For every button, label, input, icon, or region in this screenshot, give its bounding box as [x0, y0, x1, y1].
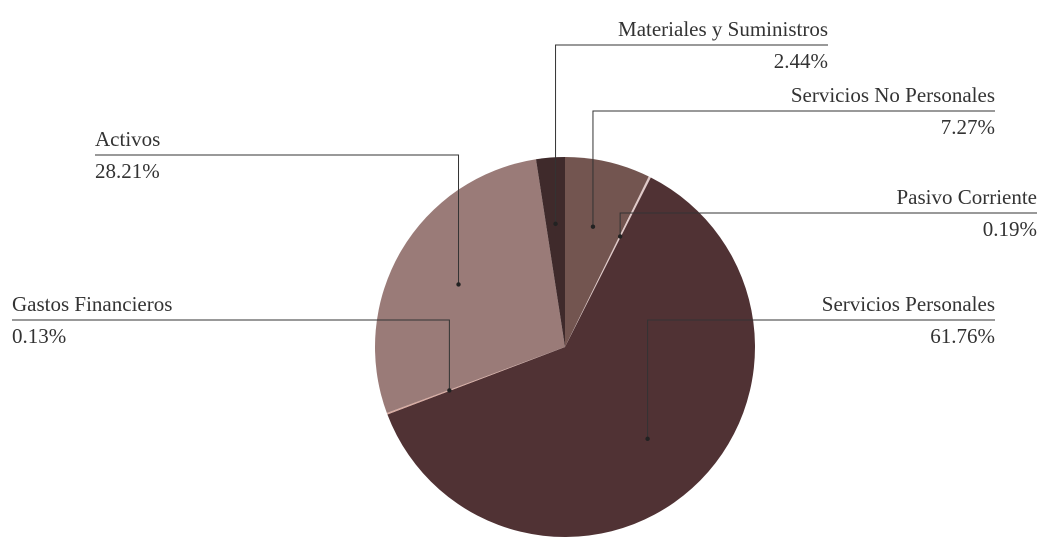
slice-value-label: 0.19%	[983, 217, 1037, 241]
leader-dot	[553, 221, 558, 227]
slice-label: Servicios No Personales	[791, 83, 995, 107]
pie-slice	[565, 176, 651, 347]
leader-dot	[645, 436, 650, 442]
slice-value-label: 28.21%	[95, 159, 160, 183]
slice-value-label: 7.27%	[941, 115, 995, 139]
leader-line	[647, 319, 995, 439]
slice-label: Servicios Personales	[822, 292, 995, 316]
pie-slice	[375, 159, 565, 414]
leader-dot	[447, 388, 452, 393]
slice-value-label: 2.44%	[774, 49, 828, 73]
leader-line	[592, 110, 995, 227]
leader-line	[619, 212, 1037, 237]
slice-value-label: 61.76%	[930, 324, 995, 348]
pie-slice	[387, 177, 755, 538]
leader-dot	[590, 224, 596, 229]
leader-dot	[617, 234, 623, 239]
leader-line	[12, 319, 450, 391]
pie-slice	[386, 347, 565, 415]
leader-line	[555, 44, 828, 224]
slice-label: Materiales y Suministros	[618, 17, 828, 41]
leader-dot	[456, 282, 461, 287]
slice-label: Activos	[95, 127, 160, 151]
slice-label: Pasivo Corriente	[896, 185, 1037, 209]
pie-slice	[535, 157, 565, 347]
slice-label: Gastos Financieros	[12, 292, 172, 316]
leader-line	[95, 154, 460, 285]
slice-value-label: 0.13%	[12, 324, 66, 348]
pie-slice	[565, 157, 649, 347]
